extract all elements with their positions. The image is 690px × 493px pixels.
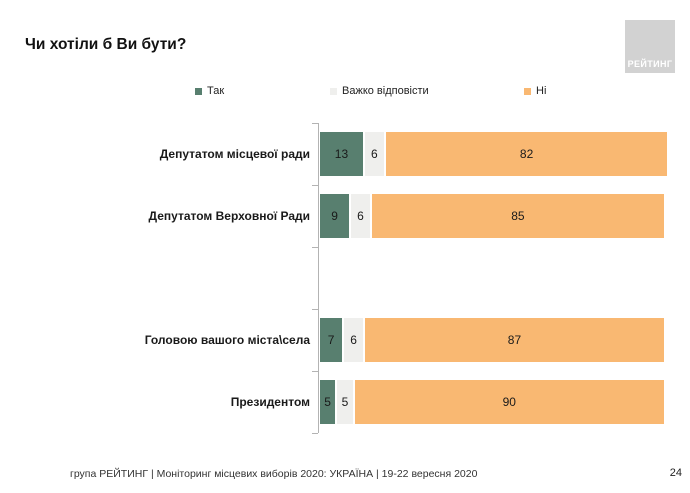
page-title: Чи хотіли б Ви бути? bbox=[25, 36, 187, 53]
chart-row: Депутатом Верховної Ради 9 6 85 bbox=[0, 185, 690, 247]
chart-row: Головою вашого міста\села 7 6 87 bbox=[0, 309, 690, 371]
legend: Так Важко відповісти Ні bbox=[0, 85, 690, 99]
page-number: 24 bbox=[669, 467, 682, 479]
bar-segment-yes: 5 bbox=[319, 379, 337, 425]
axis-tick bbox=[312, 123, 318, 124]
bar-segment-no: 87 bbox=[363, 317, 665, 363]
value-label: 82 bbox=[519, 147, 534, 161]
value-label: 90 bbox=[502, 395, 516, 409]
value-label: 13 bbox=[334, 147, 349, 161]
bar-track: 13 6 82 bbox=[319, 131, 669, 177]
legend-item-hard-to-answer: Важко відповісти bbox=[330, 85, 429, 97]
rating-group-logo: РЕЙТИНГ bbox=[625, 20, 675, 73]
bar-segment-yes: 7 bbox=[319, 317, 344, 363]
legend-swatch-hard-to-answer bbox=[330, 87, 337, 95]
bar-segment-no: 85 bbox=[370, 193, 665, 239]
legend-swatch-yes bbox=[195, 87, 202, 95]
bar-segment-yes: 13 bbox=[319, 131, 364, 177]
value-label: 9 bbox=[331, 209, 338, 223]
category-label: Депутатом Верховної Ради bbox=[148, 209, 310, 223]
bar-segment-no: 90 bbox=[353, 379, 665, 425]
axis-tick bbox=[312, 433, 318, 434]
axis-tick bbox=[312, 247, 318, 248]
value-label: 85 bbox=[511, 209, 525, 223]
bar-track: 7 6 87 bbox=[319, 317, 665, 363]
bar-segment-hard-to-answer: 6 bbox=[343, 317, 364, 363]
value-label: 5 bbox=[324, 395, 331, 409]
value-label: 6 bbox=[357, 209, 364, 223]
legend-item-no: Ні bbox=[524, 85, 546, 97]
logo-text: РЕЙТИНГ bbox=[627, 59, 673, 69]
category-label: Депутатом місцевої ради bbox=[159, 147, 310, 161]
category-label: Головою вашого міста\села bbox=[144, 333, 310, 347]
chart-rows: Депутатом місцевої ради 13 6 82 Депутатом Ве… bbox=[0, 123, 690, 433]
y-axis-line bbox=[318, 123, 319, 433]
value-label: 7 bbox=[327, 333, 335, 347]
footer-source: група РЕЙТИНГ | Моніторинг місцевих вибо… bbox=[70, 468, 478, 480]
legend-label: Важко відповісти bbox=[342, 85, 429, 97]
bar-segment-yes: 9 bbox=[319, 193, 351, 239]
chart-row: Президентом 5 5 90 bbox=[0, 371, 690, 433]
bar-chart: Депутатом місцевої ради 13 6 82 Депутатом Ве… bbox=[0, 123, 690, 434]
axis-tick bbox=[312, 309, 318, 310]
value-label: 6 bbox=[371, 147, 378, 161]
chart-row: Депутатом місцевої ради 13 6 82 bbox=[0, 123, 690, 185]
bar-track: 9 6 85 bbox=[319, 193, 665, 239]
value-label: 87 bbox=[507, 333, 522, 347]
axis-tick bbox=[312, 185, 318, 186]
bar-segment-hard-to-answer: 6 bbox=[350, 193, 371, 239]
value-label: 5 bbox=[341, 395, 349, 409]
category-label: Президентом bbox=[230, 395, 310, 409]
axis-tick bbox=[312, 371, 318, 372]
bar-segment-no: 82 bbox=[384, 131, 669, 177]
bar-segment-hard-to-answer: 6 bbox=[363, 131, 385, 177]
value-label: 6 bbox=[350, 333, 357, 347]
chart-row bbox=[0, 247, 690, 309]
bar-track: 5 5 90 bbox=[319, 379, 665, 425]
legend-item-yes: Так bbox=[195, 85, 224, 97]
legend-label: Так bbox=[207, 85, 225, 97]
legend-label: Ні bbox=[536, 85, 547, 97]
legend-swatch-no bbox=[524, 87, 531, 95]
bar-segment-hard-to-answer: 5 bbox=[336, 379, 354, 425]
